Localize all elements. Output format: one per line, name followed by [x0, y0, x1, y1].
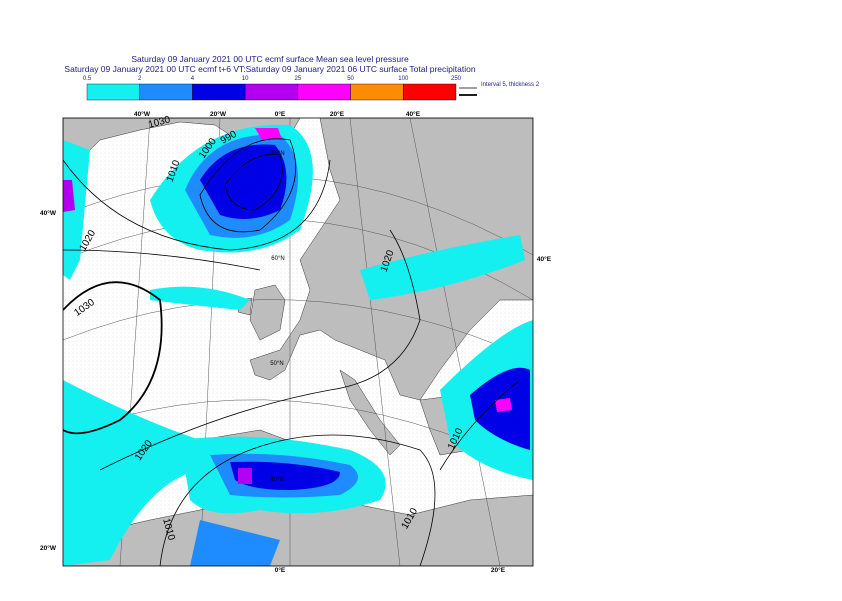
longitude-label: 20°E [330, 110, 345, 118]
title-line-2: Saturday 09 January 2021 00 UTC ecmf t+6… [64, 64, 475, 74]
longitude-label: 20°W [210, 110, 227, 118]
colorbar-tick-label: 10 [242, 76, 249, 82]
latitude-label: 50°N [270, 361, 283, 367]
longitude-label: 0°E [275, 110, 286, 118]
colorbar-tick-label: 25 [295, 76, 302, 82]
colorbar-segment [192, 83, 246, 101]
longitude-label: 40°W [134, 110, 151, 118]
longitude-label: 40°E [537, 255, 552, 263]
colorbar-segment [403, 83, 457, 101]
longitude-label: 40°E [406, 110, 421, 118]
latitude-label: 40°N [270, 477, 283, 483]
colorbar-tick-label: 2 [138, 76, 142, 82]
legend-text: Interval 5, thickness 2 [481, 82, 540, 88]
colorbar-tick-label: 100 [398, 76, 409, 82]
map-frame [62, 117, 534, 567]
colorbar-segment [86, 83, 140, 101]
latitude-label: 60°N [271, 256, 284, 262]
longitude-label: 20°W [40, 544, 57, 552]
longitude-label: 20°E [491, 566, 506, 574]
colorbar-tick-label: 50 [347, 76, 354, 82]
colorbar-segment [139, 83, 193, 101]
longitude-label: 40°W [40, 209, 57, 217]
colorbar-segment [350, 83, 404, 101]
colorbar-tick-label: 0.5 [83, 76, 92, 82]
map [63, 118, 533, 566]
colorbar-segment [244, 83, 299, 101]
colorbar-tick-label: 250 [451, 76, 462, 82]
title-line-1: Saturday 09 January 2021 00 UTC ecmf sur… [131, 54, 409, 64]
colorbar-tick-label: 4 [191, 76, 195, 82]
latitude-label: 70°N [271, 151, 284, 157]
colorbar: 0.5 2 4 10 25 50 100 250 [83, 76, 462, 101]
colorbar-segment [297, 83, 351, 101]
longitude-label: 0°E [275, 566, 286, 574]
legend: Interval 5, thickness 2 [459, 82, 540, 96]
